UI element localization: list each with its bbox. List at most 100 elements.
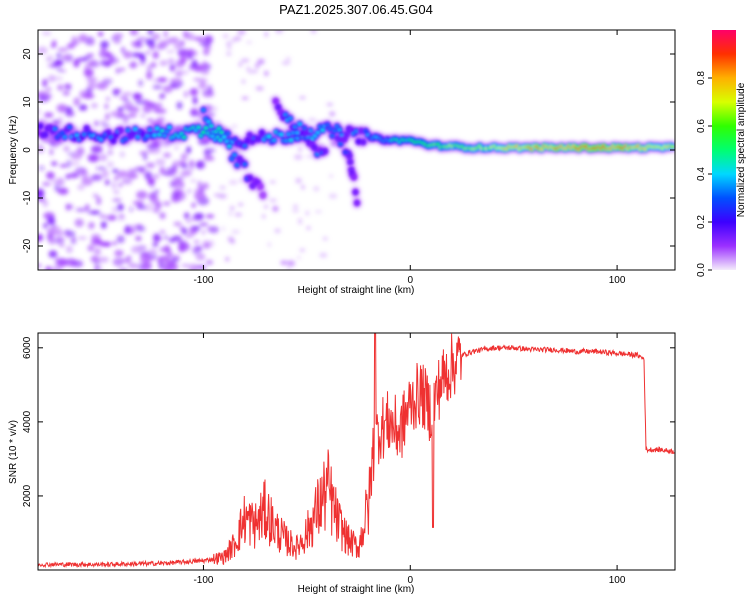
secondary-branch-point — [298, 130, 306, 138]
noise-speckle — [129, 224, 138, 229]
secondary-branch-point — [275, 103, 282, 111]
noise-speckle — [292, 209, 300, 213]
noise-speckle — [176, 179, 182, 184]
noise-speckle — [121, 178, 133, 185]
noise-speckle — [95, 166, 107, 171]
noise-speckle — [255, 86, 264, 91]
noise-speckle — [135, 236, 142, 241]
spectrogram-ridges — [38, 97, 675, 207]
noise-speckle — [188, 263, 198, 270]
noise-speckle — [222, 33, 229, 39]
noise-speckle — [201, 182, 209, 190]
main-carrier-point — [246, 131, 253, 139]
noise-speckle — [58, 243, 65, 248]
noise-speckle — [134, 100, 147, 105]
noise-speckle — [128, 263, 139, 269]
noise-speckle — [136, 204, 145, 210]
spectrogram-x-axis: -100 0 100 — [193, 30, 626, 286]
colorbar-tick-label: 0.0 — [696, 263, 707, 277]
noise-speckle — [42, 199, 49, 208]
noise-speckle — [98, 153, 108, 162]
noise-speckle — [264, 31, 268, 37]
secondary-branch-core — [295, 131, 300, 135]
main-carrier-core — [315, 131, 320, 135]
noise-speckle — [82, 93, 94, 99]
noise-speckle — [144, 105, 154, 110]
secondary-branch-core — [292, 125, 298, 129]
noise-speckle — [163, 152, 172, 158]
noise-speckle — [56, 67, 62, 72]
noise-speckle — [228, 179, 238, 185]
noise-speckle — [179, 173, 190, 178]
noise-speckle — [180, 153, 189, 160]
noise-speckle — [94, 120, 100, 127]
noise-speckle — [310, 30, 317, 34]
noise-speckle — [193, 212, 204, 220]
noise-speckle — [60, 54, 71, 60]
noise-speckle — [84, 204, 90, 211]
noise-speckle — [184, 167, 195, 172]
descending-branch-core — [232, 153, 237, 157]
noise-speckle — [73, 97, 81, 107]
noise-speckle — [329, 174, 333, 178]
multipath-branch-point — [339, 135, 347, 143]
noise-speckle — [200, 63, 210, 70]
main-carrier-point — [256, 135, 263, 143]
noise-speckle — [148, 248, 158, 255]
noise-speckle — [87, 244, 95, 252]
noise-speckle — [203, 148, 216, 153]
noise-speckle — [155, 142, 161, 149]
noise-speckle — [65, 203, 70, 211]
main-carrier-core — [284, 139, 289, 143]
descending-branch-core — [242, 162, 247, 166]
main-carrier-core — [670, 145, 675, 149]
noise-speckle — [63, 145, 70, 152]
noise-speckle — [150, 62, 157, 68]
noise-speckle — [269, 198, 277, 203]
noise-speckle — [152, 173, 160, 179]
noise-speckle — [185, 219, 192, 223]
noise-speckle — [241, 58, 250, 63]
noise-speckle — [181, 264, 191, 268]
main-carrier-point — [244, 137, 251, 145]
noise-speckle — [187, 189, 192, 193]
noise-speckle — [136, 190, 148, 200]
x-tick-label: 0 — [407, 275, 413, 286]
main-carrier-core — [181, 135, 187, 139]
y-tick-label: -20 — [22, 238, 33, 253]
noise-speckle — [154, 189, 160, 194]
snr-panel: -100 0 100 2000 4000 6000 Height of straight… — [8, 332, 676, 595]
noise-speckle — [262, 214, 266, 219]
noise-speckle — [78, 33, 88, 43]
noise-speckle — [159, 230, 166, 234]
noise-speckle — [143, 172, 148, 176]
noise-speckle — [297, 146, 303, 153]
spectrogram-ylabel: Frequency (Hz) — [8, 116, 19, 185]
noise-speckle — [177, 48, 190, 57]
noise-speckle — [101, 169, 109, 179]
noise-speckle — [97, 31, 104, 37]
main-carrier-core — [271, 138, 277, 142]
main-carrier-core — [167, 125, 172, 129]
noise-speckle — [195, 245, 203, 252]
noise-speckle — [94, 264, 100, 270]
noise-speckle — [75, 208, 87, 212]
noise-speckle — [163, 30, 168, 38]
noise-speckle — [305, 155, 315, 158]
noise-speckle — [202, 240, 211, 249]
secondary-branch-core — [302, 126, 307, 130]
y-tick-label: 10 — [22, 96, 33, 108]
noise-speckle — [191, 59, 198, 68]
noise-speckle — [131, 106, 140, 113]
noise-speckle — [298, 218, 302, 225]
noise-speckle — [293, 154, 303, 160]
noise-speckle — [180, 181, 185, 188]
descending-branch-point — [257, 183, 264, 190]
noise-speckle — [80, 170, 89, 180]
colorbar-gradient — [712, 30, 736, 270]
noise-speckle — [104, 103, 109, 110]
descending-branch-point — [246, 174, 254, 182]
secondary-branch-point — [311, 144, 318, 152]
figure-title: PAZ1.2025.307.06.45.G04 — [279, 2, 433, 17]
noise-speckle — [69, 172, 80, 179]
